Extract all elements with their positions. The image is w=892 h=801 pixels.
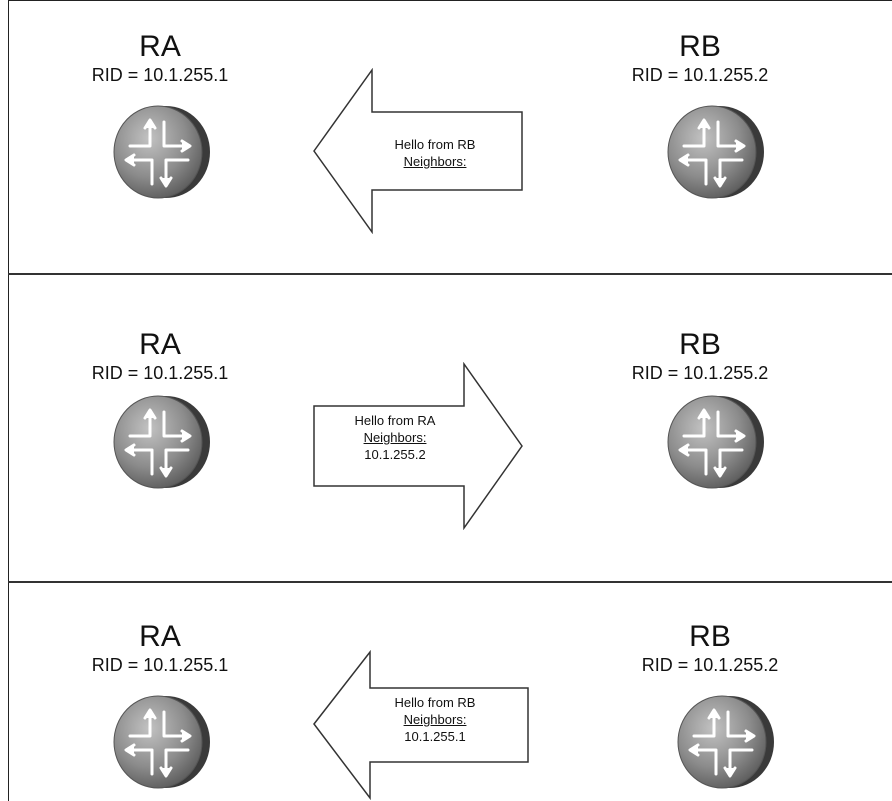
router-id: RID = 10.1.255.2 [641, 655, 779, 675]
router-id: RID = 10.1.255.1 [91, 363, 229, 383]
rb-label: RB RID = 10.1.255.2 [580, 30, 820, 86]
diagram-frame [8, 0, 892, 801]
arrow-icon [313, 362, 523, 530]
router-id: RID = 10.1.255.2 [631, 65, 769, 85]
hello-message: Hello from RB Neighbors: 10.1.255.1 [380, 694, 490, 745]
rb-label: RB RID = 10.1.255.2 [580, 328, 820, 384]
hello-title: Hello from RA [354, 413, 436, 428]
hello-title: Hello from RB [394, 137, 476, 152]
ra-label: RA RID = 10.1.255.1 [40, 620, 280, 676]
router-icon [666, 104, 766, 200]
router-icon [112, 394, 212, 490]
ra-label: RA RID = 10.1.255.1 [40, 30, 280, 86]
router-name: RA [139, 328, 181, 361]
panel-divider [8, 581, 892, 583]
router-name: RB [679, 30, 721, 63]
ra-label: RA RID = 10.1.255.1 [40, 328, 280, 384]
router-id: RID = 10.1.255.1 [91, 655, 229, 675]
rb-label: RB RID = 10.1.255.2 [590, 620, 830, 676]
router-name: RB [679, 328, 721, 361]
hello-message: Hello from RA Neighbors: 10.1.255.2 [340, 412, 450, 463]
router-name: RB [689, 620, 731, 653]
router-icon [666, 394, 766, 490]
router-icon [112, 104, 212, 200]
router-name: RA [139, 620, 181, 653]
neighbors-label: Neighbors: [403, 712, 467, 727]
router-name: RA [139, 30, 181, 63]
neighbors-value: 10.1.255.1 [404, 729, 466, 744]
arrow-icon [313, 650, 529, 800]
arrow-icon [313, 68, 523, 234]
panel-divider [8, 273, 892, 275]
router-id: RID = 10.1.255.2 [631, 363, 769, 383]
router-icon [676, 694, 776, 790]
neighbors-label: Neighbors: [363, 430, 427, 445]
router-id: RID = 10.1.255.1 [91, 65, 229, 85]
neighbors-label: Neighbors: [403, 154, 467, 169]
hello-title: Hello from RB [394, 695, 476, 710]
neighbors-value: 10.1.255.2 [364, 447, 426, 462]
router-icon [112, 694, 212, 790]
hello-message: Hello from RB Neighbors: [380, 136, 490, 170]
